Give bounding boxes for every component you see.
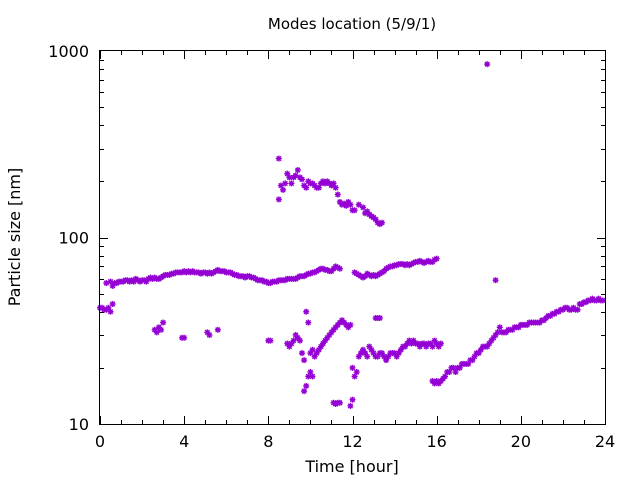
data-point [284,170,291,177]
y-tick-label: 10 [69,415,89,434]
y-tick-label: 100 [58,229,89,248]
data-point [107,308,114,315]
data-point [599,297,606,304]
data-point [160,319,167,326]
data-point [334,191,341,198]
data-points [97,61,606,409]
data-point [309,373,316,380]
data-point [296,337,303,344]
plot-frame [99,50,606,425]
data-point [364,353,371,360]
data-point [437,340,444,347]
x-tick-labels: 0 4 8 12 16 20 24 [95,432,615,451]
x-tick-label: 12 [342,432,362,451]
data-point [153,329,160,336]
data-point [158,326,165,333]
data-point [280,186,287,193]
data-point [349,396,356,403]
data-point [433,255,440,262]
x-tick-label: 0 [95,432,105,451]
data-point [303,382,310,389]
data-point [267,337,274,344]
data-point [301,388,308,395]
data-point [477,346,484,353]
data-point [351,207,358,214]
data-point [423,343,430,350]
x-tick-label: 8 [263,432,273,451]
data-point [484,61,491,68]
axis-ticks [100,51,606,425]
data-point [299,176,305,183]
y-axis-label: Particle size [nm] [5,168,24,307]
data-point [574,306,581,313]
data-point [309,346,316,353]
data-point [349,364,356,371]
y-tick-label: 1000 [48,42,89,61]
data-point [336,399,343,406]
data-point [294,334,301,341]
x-tick-label: 4 [179,432,189,451]
data-point [303,184,310,191]
data-point [353,369,360,376]
x-tick-label: 16 [426,432,446,451]
data-point [288,180,295,187]
data-point [286,174,293,181]
data-point [492,277,499,284]
data-point [294,167,301,174]
data-point [109,300,116,307]
x-tick-label: 24 [595,432,615,451]
data-point [378,219,385,226]
data-point [332,184,339,191]
data-point [214,326,221,333]
chart-title: Modes location (5/9/1) [268,15,436,33]
data-point [282,180,289,187]
data-point [347,402,354,409]
x-axis-label: Time [hour] [304,457,398,476]
data-point [442,373,449,380]
data-point [290,337,297,344]
data-point [303,308,310,315]
data-point [301,357,308,364]
data-point [364,208,371,215]
data-point [286,343,293,350]
data-point [317,343,324,350]
data-point [206,332,213,339]
data-point [347,321,354,328]
x-tick-label: 20 [511,432,531,451]
data-point [299,350,305,357]
data-point [429,343,436,350]
data-point [347,201,354,208]
data-point [456,364,463,371]
data-point [496,324,503,331]
data-point [181,334,188,341]
data-point [275,155,282,162]
data-point [336,265,343,272]
data-point [305,319,312,326]
y-tick-labels: 10 100 1000 [48,42,89,434]
data-point [355,201,362,208]
data-point [275,196,282,203]
data-point [311,353,318,360]
data-point [376,315,383,322]
data-point [360,204,367,211]
